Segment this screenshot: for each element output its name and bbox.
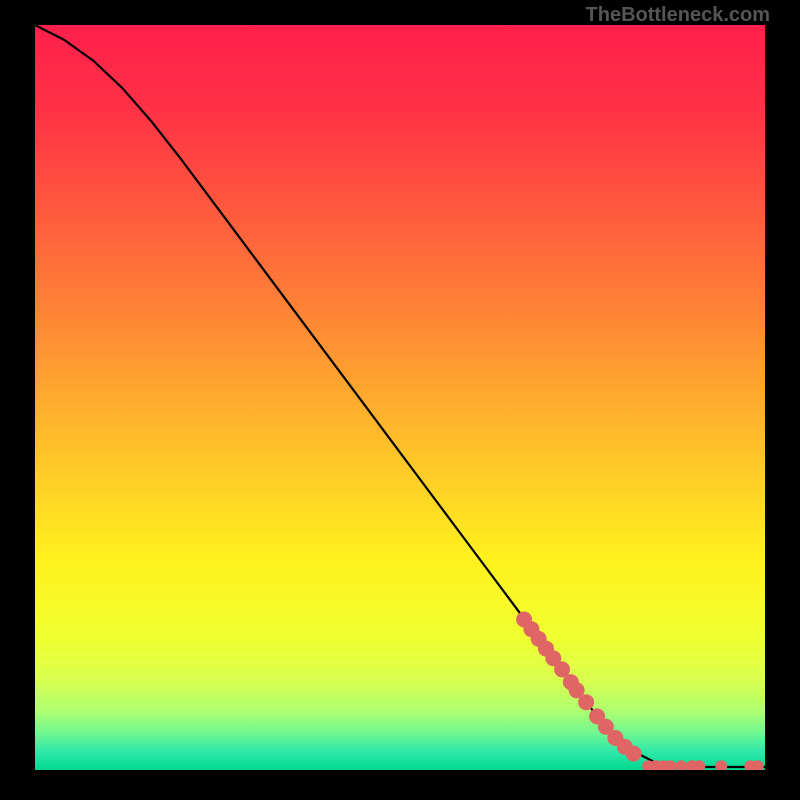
chart-plot-area bbox=[35, 25, 765, 770]
watermark-text: TheBottleneck.com bbox=[586, 4, 770, 27]
chart-svg bbox=[35, 25, 765, 770]
